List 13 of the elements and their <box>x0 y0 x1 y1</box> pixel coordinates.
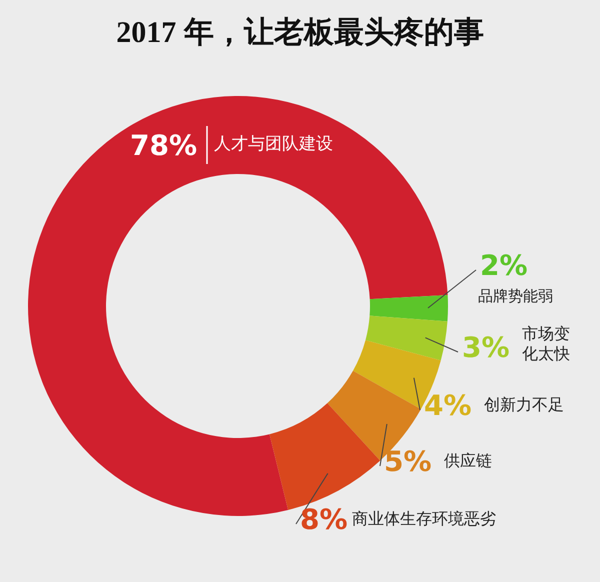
data-label: 78% <box>130 128 198 163</box>
data-label: 5% <box>384 444 432 479</box>
slice-label: 市场变化太快 <box>522 324 571 364</box>
slice-label: 供应链 <box>444 451 492 471</box>
slice-label: 商业体生存环境恶劣 <box>352 509 496 529</box>
data-label: 8% <box>300 502 348 537</box>
slice-label: 品牌势能弱 <box>478 287 553 306</box>
data-label: 4% <box>424 388 472 423</box>
slice-label: 创新力不足 <box>484 395 564 415</box>
data-label: 3% <box>462 330 510 365</box>
slice-label: 人才与团队建设 <box>214 134 333 156</box>
chart-title: 2017 年，让老板最头疼的事 <box>115 15 485 51</box>
data-label: 2% <box>480 248 528 283</box>
